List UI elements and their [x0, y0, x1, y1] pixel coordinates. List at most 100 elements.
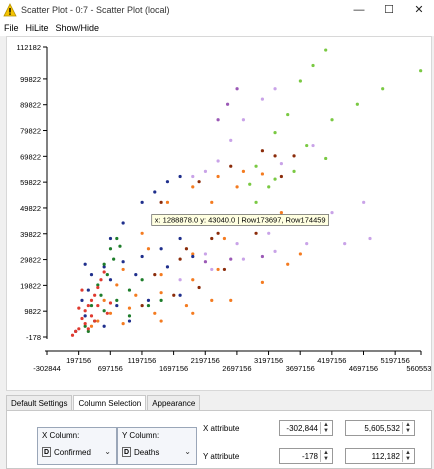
- scatter-point[interactable]: [108, 247, 113, 251]
- scatter-point[interactable]: [121, 267, 125, 272]
- scatter-point[interactable]: [70, 333, 75, 337]
- scatter-point[interactable]: [153, 272, 157, 277]
- scatter-point[interactable]: [178, 174, 182, 179]
- scatter-point[interactable]: [225, 102, 230, 106]
- scatter-point[interactable]: [216, 267, 220, 272]
- scatter-point[interactable]: [260, 254, 264, 259]
- scatter-point[interactable]: [330, 211, 334, 215]
- scatter-point[interactable]: [235, 185, 239, 189]
- scatter-point[interactable]: [146, 247, 151, 251]
- scatter-point[interactable]: [127, 306, 132, 310]
- scatter-point[interactable]: [286, 112, 290, 117]
- scatter-point[interactable]: [99, 278, 103, 282]
- scatter-point[interactable]: [140, 254, 144, 259]
- scatter-point[interactable]: [210, 236, 214, 241]
- scatter-point[interactable]: [159, 272, 163, 277]
- scatter-point[interactable]: [191, 311, 195, 315]
- scatter-point[interactable]: [191, 278, 195, 282]
- scatter-point[interactable]: [83, 262, 87, 266]
- scatter-point[interactable]: [99, 293, 103, 297]
- scatter-point[interactable]: [273, 177, 277, 181]
- menu-hilite[interactable]: HiLite: [25, 22, 49, 33]
- scatter-point[interactable]: [216, 118, 220, 122]
- scatter-point[interactable]: [222, 267, 227, 272]
- scatter-point[interactable]: [127, 314, 132, 318]
- scatter-point[interactable]: [83, 314, 87, 318]
- scatter-point[interactable]: [86, 327, 90, 331]
- scatter-point[interactable]: [254, 231, 258, 235]
- scatter-point[interactable]: [89, 303, 94, 308]
- scatter-chart[interactable]: 112182 99822 89822 79822 69822 59822 49822 3982…: [7, 37, 431, 390]
- scatter-point[interactable]: [140, 303, 144, 308]
- scatter-point[interactable]: [115, 283, 119, 287]
- scatter-point[interactable]: [86, 303, 90, 308]
- scatter-point[interactable]: [178, 278, 182, 282]
- scatter-point[interactable]: [96, 319, 100, 323]
- maximize-button[interactable]: ☐: [384, 4, 394, 16]
- scatter-point[interactable]: [146, 298, 151, 303]
- spinner-arrows-icon[interactable]: ▲ ▼: [320, 422, 331, 434]
- scatter-point[interactable]: [108, 236, 113, 241]
- scatter-point[interactable]: [210, 200, 214, 204]
- scatter-point[interactable]: [260, 172, 264, 176]
- scatter-point[interactable]: [83, 309, 87, 313]
- scatter-point[interactable]: [112, 257, 116, 261]
- scatter-point[interactable]: [254, 164, 258, 168]
- scatter-point[interactable]: [118, 244, 122, 248]
- scatter-point[interactable]: [222, 236, 227, 241]
- scatter-point[interactable]: [419, 69, 423, 73]
- menu-file[interactable]: File: [4, 22, 19, 33]
- scatter-point[interactable]: [178, 257, 182, 261]
- scatter-point[interactable]: [279, 162, 283, 166]
- scatter-point[interactable]: [273, 249, 277, 253]
- scatter-point[interactable]: [108, 278, 113, 282]
- scatter-point[interactable]: [86, 288, 90, 292]
- spinner-arrows-icon[interactable]: ▲ ▼: [402, 450, 413, 462]
- scatter-point[interactable]: [74, 329, 78, 333]
- scatter-point[interactable]: [115, 303, 119, 308]
- scatter-point[interactable]: [127, 319, 132, 323]
- scatter-point[interactable]: [311, 143, 315, 148]
- scatter-point[interactable]: [178, 293, 182, 297]
- scatter-point[interactable]: [121, 260, 125, 264]
- tab-default-settings[interactable]: Default Settings: [6, 395, 73, 411]
- scatter-point[interactable]: [368, 236, 372, 241]
- scatter-point[interactable]: [77, 327, 81, 331]
- scatter-point[interactable]: [210, 267, 214, 272]
- scatter-point[interactable]: [292, 169, 296, 173]
- tab-appearance[interactable]: Appearance: [147, 395, 201, 411]
- scatter-point[interactable]: [229, 257, 233, 261]
- scatter-point[interactable]: [140, 200, 144, 204]
- minimize-button[interactable]: —: [353, 3, 365, 16]
- scatter-point[interactable]: [248, 182, 252, 186]
- scatter-point[interactable]: [115, 236, 119, 241]
- scatter-point[interactable]: [235, 242, 239, 246]
- scatter-point[interactable]: [216, 159, 220, 163]
- scatter-point[interactable]: [298, 252, 302, 256]
- scatter-point[interactable]: [260, 97, 264, 101]
- scatter-point[interactable]: [203, 260, 208, 264]
- scatter-point[interactable]: [279, 211, 283, 215]
- scatter-point[interactable]: [216, 231, 220, 235]
- scatter-point[interactable]: [86, 329, 90, 333]
- scatter-point[interactable]: [343, 242, 347, 246]
- x-min-spinner[interactable]: -302,844 ▲ ▼: [279, 420, 333, 436]
- x-max-spinner[interactable]: 5,605,532 ▲ ▼: [345, 420, 415, 436]
- scatter-point[interactable]: [184, 247, 189, 251]
- scatter-point[interactable]: [83, 324, 87, 328]
- scatter-point[interactable]: [305, 143, 309, 148]
- scatter-point[interactable]: [89, 314, 94, 318]
- scatter-point[interactable]: [159, 200, 163, 204]
- scatter-point[interactable]: [153, 190, 157, 194]
- scatter-point[interactable]: [273, 154, 277, 158]
- scatter-point[interactable]: [203, 169, 208, 173]
- scatter-point[interactable]: [241, 257, 246, 261]
- scatter-point[interactable]: [89, 298, 94, 303]
- scatter-point[interactable]: [93, 293, 97, 297]
- scatter-point[interactable]: [159, 298, 163, 303]
- scatter-point[interactable]: [102, 309, 106, 313]
- scatter-point[interactable]: [102, 270, 106, 274]
- scatter-point[interactable]: [298, 79, 302, 83]
- scatter-point[interactable]: [216, 174, 220, 179]
- menu-show-hide[interactable]: Show/Hide: [55, 22, 100, 33]
